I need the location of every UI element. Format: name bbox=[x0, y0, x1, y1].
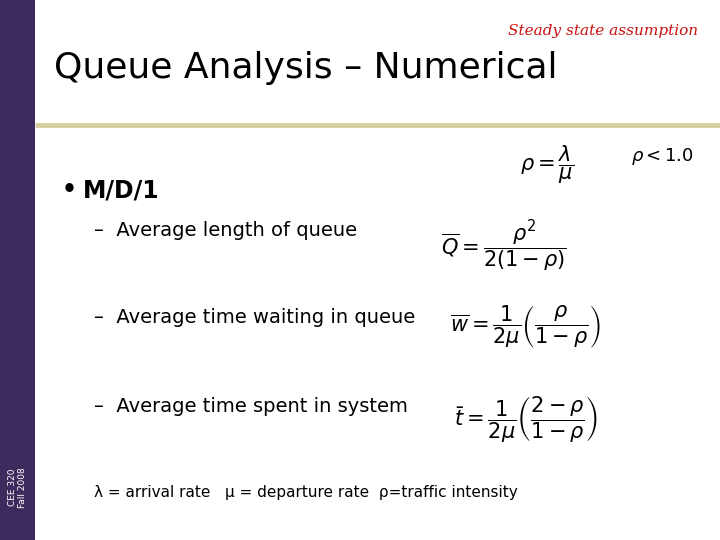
Text: $\rho < 1.0$: $\rho < 1.0$ bbox=[631, 146, 694, 167]
Text: $\overline{w} = \dfrac{1}{2\mu}\left(\dfrac{\rho}{1-\rho}\right)$: $\overline{w} = \dfrac{1}{2\mu}\left(\df… bbox=[450, 303, 601, 350]
Text: CEE 320
Fall 2008: CEE 320 Fall 2008 bbox=[8, 467, 27, 508]
Text: M/D/1: M/D/1 bbox=[83, 178, 159, 202]
Text: $\bar{t} = \dfrac{1}{2\mu}\left(\dfrac{2-\rho}{1-\rho}\right)$: $\bar{t} = \dfrac{1}{2\mu}\left(\dfrac{2… bbox=[454, 394, 598, 445]
Text: –  Average time waiting in queue: – Average time waiting in queue bbox=[94, 308, 415, 327]
Text: –  Average time spent in system: – Average time spent in system bbox=[94, 397, 408, 416]
Text: –  Average length of queue: – Average length of queue bbox=[94, 221, 356, 240]
Text: λ = arrival rate   μ = departure rate  ρ=traffic intensity: λ = arrival rate μ = departure rate ρ=tr… bbox=[94, 484, 518, 500]
Text: $\overline{Q} = \dfrac{\rho^2}{2(1-\rho)}$: $\overline{Q} = \dfrac{\rho^2}{2(1-\rho)… bbox=[441, 218, 567, 274]
Text: $\rho = \dfrac{\lambda}{\mu}$: $\rho = \dfrac{\lambda}{\mu}$ bbox=[520, 143, 575, 186]
Text: Queue Analysis – Numerical: Queue Analysis – Numerical bbox=[54, 51, 557, 85]
Text: •: • bbox=[61, 178, 76, 202]
Bar bbox=[0, 0, 35, 540]
Text: Steady state assumption: Steady state assumption bbox=[508, 24, 698, 38]
